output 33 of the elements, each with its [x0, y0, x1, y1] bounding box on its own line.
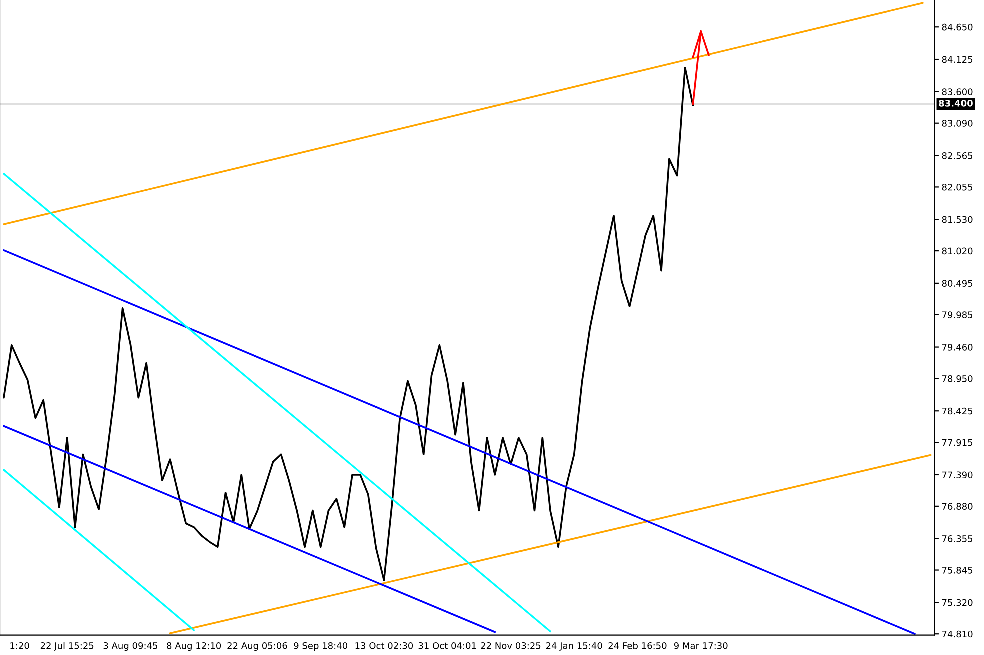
y-tick-label: 74.810 [942, 630, 973, 638]
y-tick-label: 76.355 [942, 536, 973, 542]
x-tick-label: 24 Jan 15:40 [546, 642, 602, 651]
x-tick-label: 9 Sep 18:40 [294, 642, 348, 652]
x-tick-label: 22 Jul 15:25 [40, 642, 94, 651]
y-tick-label: 80.495 [942, 280, 973, 287]
x-tick-label: 31 Oct 04:01 [418, 642, 476, 650]
y-tick-label: 77.390 [942, 472, 973, 479]
x-tick-label: 22 Nov 03:25 [481, 642, 541, 650]
y-tick-label: 84.125 [942, 56, 973, 64]
y-tick-label: 75.845 [942, 567, 973, 574]
y-tick-label: 77.915 [942, 439, 973, 446]
y-tick-label: 78.425 [942, 408, 973, 415]
y-tick-label: 83.600 [942, 88, 973, 96]
y-tick-label: 76.880 [942, 503, 973, 510]
x-tick-label: 13 Oct 02:30 [356, 642, 414, 650]
y-tick-label: 79.460 [942, 344, 973, 351]
x-tick-label: 24 Feb 16:50 [608, 642, 667, 650]
y-tick-label: 78.950 [942, 375, 973, 382]
x-tick-label: 1:20 [10, 642, 30, 650]
x-tick-label: 3 Aug 09:45 [104, 642, 158, 652]
y-tick-label: 81.530 [942, 216, 973, 224]
y-tick-label: 82.565 [942, 152, 973, 160]
y-tick-label: 81.020 [942, 248, 973, 255]
y-tick-label: 83.090 [942, 120, 973, 127]
x-tick-label: 9 Mar 17:30 [674, 642, 728, 650]
y-tick-label: 75.320 [942, 599, 973, 606]
y-tick-label: 82.055 [942, 184, 973, 191]
ref-line-label: 83.400 [939, 100, 973, 107]
x-tick-label: 22 Aug 05:06 [228, 642, 288, 652]
y-tick-label: 79.985 [942, 312, 973, 318]
y-tick-label: 84.650 [942, 24, 973, 31]
x-tick-label: 8 Aug 12:10 [167, 642, 222, 652]
